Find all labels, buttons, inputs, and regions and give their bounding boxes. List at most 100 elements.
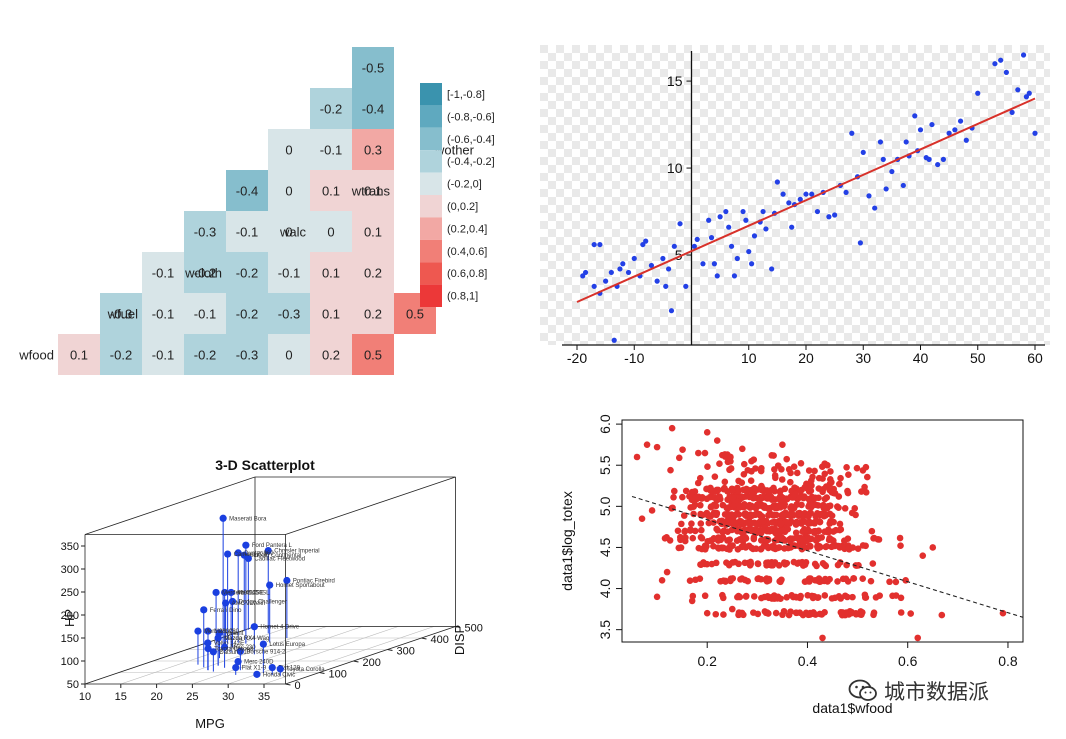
- legend-label: (0.2,0.4]: [447, 223, 487, 235]
- point-label: Merc 450SE: [231, 590, 264, 596]
- data-point: [698, 495, 706, 502]
- point-label: Merc 450SL: [237, 590, 270, 596]
- data-point: [892, 592, 900, 599]
- data-point: [716, 493, 723, 500]
- point-label: Pontiac Firebird: [293, 579, 335, 585]
- heatmap-variable-label: wcloth: [184, 266, 222, 281]
- data-point: [700, 261, 706, 267]
- data-point: [779, 441, 786, 448]
- correlation-heatmap-panel: -0.3 -0.1 -0.1 -0.3 -0.2 -0.1 -0.4 -0.1 -0.2 -0.2…: [0, 0, 520, 385]
- data-point: [789, 224, 795, 230]
- y-tick-label: 300: [61, 564, 79, 576]
- x-tick-label: 0.4: [798, 653, 818, 669]
- data-point: [663, 283, 669, 289]
- regression-scatter: -20 -10 10 20 30 40 50 60 5 10 15: [540, 45, 1050, 366]
- data-point: [792, 529, 800, 537]
- data-point: [818, 534, 826, 541]
- data-point: [826, 502, 834, 510]
- data-point: [734, 484, 741, 492]
- data-point: [935, 161, 941, 168]
- data-point: [734, 255, 740, 262]
- data-point: [688, 520, 695, 527]
- data-point: [778, 465, 785, 473]
- data-point: [831, 594, 839, 602]
- data-point: [779, 611, 786, 619]
- legend-swatch: [420, 105, 442, 128]
- data-point: [815, 474, 823, 482]
- data-point: [603, 278, 609, 284]
- data-point: [793, 534, 801, 542]
- watermark: 城市数据派: [848, 676, 989, 706]
- data-point: [784, 544, 792, 552]
- data-point: [712, 559, 720, 567]
- data-point: [727, 457, 734, 465]
- data-point: [728, 542, 735, 550]
- data-point: [742, 593, 750, 600]
- data-point: [859, 575, 867, 582]
- heatmap-cell-label: -0.3: [236, 348, 258, 363]
- data-point: [820, 577, 828, 585]
- data-point: [804, 519, 812, 527]
- data-point: [758, 513, 766, 520]
- floor-grid-line: [120, 626, 291, 685]
- data-point: [826, 520, 834, 527]
- data-point: [818, 463, 826, 470]
- data-point: [854, 545, 862, 552]
- data-point: [703, 609, 711, 617]
- x-tick-label: 20: [150, 691, 162, 703]
- data-point: [765, 488, 773, 496]
- legend-label: (0.6,0.8]: [447, 268, 487, 280]
- data-point: [823, 543, 830, 550]
- plot-frame: [621, 419, 1024, 643]
- data-point: [591, 283, 597, 289]
- data-point: [698, 526, 705, 534]
- heatmap-cell: [100, 293, 142, 334]
- point-label: Hornet Sportabout: [276, 583, 325, 589]
- data-point: [724, 528, 731, 535]
- point-label: Duster 360: [244, 551, 274, 557]
- data-point: [783, 593, 791, 601]
- data-point: [784, 519, 791, 526]
- data-point: [722, 578, 729, 585]
- data-point: [889, 168, 895, 175]
- heatmap-cell-label: 0: [285, 184, 292, 199]
- data-point: [731, 518, 739, 526]
- heatmap-cell-label: -0.2: [236, 307, 258, 322]
- data-point: [743, 519, 750, 526]
- data-point: [753, 509, 761, 517]
- heatmap-cell: [268, 293, 310, 334]
- heatmap-cell-label: -0.4: [236, 184, 258, 199]
- data-point: [259, 640, 267, 648]
- data-point: [789, 512, 797, 519]
- heatmap-cell-label: -0.2: [320, 102, 342, 117]
- point-label: Honda Civic: [263, 672, 295, 678]
- data-point: [801, 484, 809, 491]
- data-point: [716, 460, 723, 468]
- data-point: [706, 217, 712, 223]
- data-point: [678, 520, 685, 528]
- regression-scatter-panel: -20 -10 10 20 30 40 50 60 5 10 15: [540, 45, 1050, 375]
- data-point: [660, 255, 666, 262]
- data-point: [740, 460, 748, 468]
- point-label: Merc 280: [214, 629, 240, 635]
- data-point: [900, 182, 906, 189]
- data-point: [264, 547, 272, 555]
- heatmap-cell: [310, 88, 352, 129]
- data-point: [234, 657, 242, 666]
- data-point: [795, 559, 803, 567]
- data-point: [792, 609, 800, 616]
- data-point: [764, 493, 772, 501]
- z-tick: [353, 660, 359, 663]
- data-point: [791, 490, 799, 498]
- data-point: [758, 482, 765, 490]
- data-point: [582, 269, 589, 276]
- data-point: [824, 461, 831, 469]
- data-point: [760, 542, 768, 550]
- legend-swatch: [420, 239, 442, 263]
- heatmap-cell: [310, 334, 352, 375]
- heatmap-cell: [268, 334, 310, 375]
- data-point: [691, 527, 699, 535]
- data-point: [963, 137, 969, 143]
- data-point: [769, 266, 775, 272]
- y-tick-label: 4.5: [597, 538, 613, 558]
